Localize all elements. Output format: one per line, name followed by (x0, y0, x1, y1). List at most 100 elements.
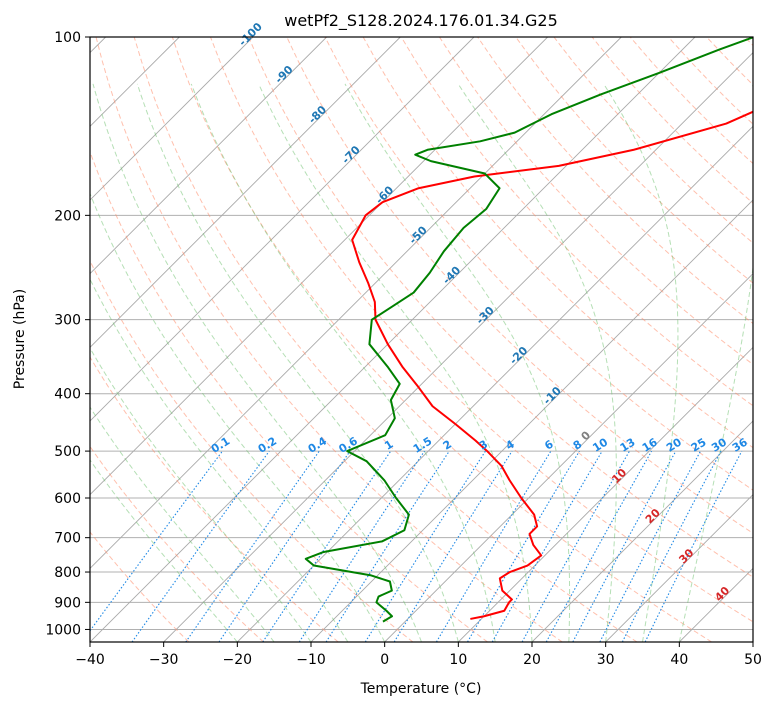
y-tick-label: 400 (54, 387, 81, 403)
isotherm-line (458, 346, 753, 642)
isotherm-label: -50 (407, 223, 430, 246)
mixing-ratio-line (521, 450, 630, 642)
moist-adiabat-line (457, 83, 617, 642)
mixing-ratio-line (218, 450, 351, 642)
isotherm-label: -80 (306, 103, 329, 126)
dry-adiabat-line (400, 37, 753, 407)
dry-adiabat-line (171, 37, 712, 642)
mixing-ratio-line (572, 450, 677, 642)
isotherm-line (90, 37, 401, 348)
x-tick-label: 20 (523, 652, 541, 668)
y-tick-label: 800 (54, 565, 81, 581)
y-axis-label: Pressure (hPa) (12, 289, 28, 389)
mixing-ratio-line (435, 450, 552, 642)
plot-area (90, 37, 753, 642)
isotherm-line (752, 641, 753, 642)
moist-adiabat-line (678, 83, 753, 642)
isotherm-label: -30 (474, 304, 497, 327)
isotherm-line (90, 37, 622, 569)
mixing-ratio-line (599, 450, 702, 642)
x-tick-label: −40 (75, 652, 105, 668)
isotherm-line (605, 494, 753, 642)
isotherm-label: -60 (373, 183, 396, 206)
y-tick-label: 1000 (45, 622, 81, 638)
isotherm-line (310, 199, 753, 642)
x-tick-label: 50 (744, 652, 762, 668)
mixing-ratio-label: 36 (730, 435, 750, 454)
isotherm-label: -40 (440, 263, 463, 286)
dry-adiabat-line (90, 356, 339, 642)
isotherm-label: 40 (712, 584, 732, 604)
mixing-ratio-label: 1.5 (411, 434, 434, 455)
isotherm-label: -20 (507, 344, 530, 367)
isotherm-line (679, 567, 753, 642)
mixing-ratio-label: 25 (689, 436, 709, 455)
x-tick-label: 40 (670, 652, 688, 668)
isotherm-line (90, 37, 254, 201)
mixing-ratio-line (131, 450, 270, 642)
isotherm-line (531, 420, 753, 642)
mixing-ratio-line (185, 450, 320, 642)
dry-adiabat-line (706, 37, 753, 86)
isotherm-label: -70 (339, 143, 362, 166)
x-tick-label: 0 (380, 652, 389, 668)
mixing-ratio-label: 2 (441, 438, 454, 453)
moist-adiabat-line (190, 83, 496, 642)
mixing-ratio-label: 8 (571, 438, 584, 453)
y-tick-label: 600 (54, 491, 81, 507)
mixing-ratio-label: 0.4 (306, 434, 330, 456)
dry-adiabat-line (90, 150, 488, 642)
dry-adiabat-line (439, 37, 753, 366)
y-tick-label: 700 (54, 531, 81, 547)
y-tick-label: 200 (54, 208, 81, 224)
mixing-ratio-line (467, 450, 580, 642)
isotherm-label: 10 (609, 466, 629, 486)
dry-adiabat-line (90, 531, 190, 642)
moist-adiabat-line (344, 83, 571, 642)
dry-adiabat-line (515, 37, 753, 284)
dry-adiabat-line (90, 259, 414, 642)
dry-adiabat-line (744, 37, 753, 47)
mixing-ratio-label: 0.6 (337, 434, 361, 456)
isotherm-label: 20 (643, 506, 663, 526)
y-tick-label: 300 (54, 313, 81, 329)
y-tick-label: 900 (54, 595, 81, 611)
chart-title: wetPf2_S128.2024.176.01.34.G25 (284, 11, 558, 31)
x-tick-label: −20 (223, 652, 253, 668)
x-tick-label: 30 (597, 652, 615, 668)
isotherm-line (90, 37, 327, 275)
temperature-trace (351, 110, 753, 620)
moist-adiabat-line (90, 278, 349, 642)
mixing-ratio-line (298, 450, 425, 642)
dry-adiabat-line (133, 37, 638, 642)
mixing-ratio-line (364, 450, 486, 642)
y-tick-label: 500 (54, 444, 81, 460)
moist-adiabat-line (90, 192, 386, 642)
mixing-ratio-label: 10 (590, 435, 610, 454)
moist-adiabat-line (92, 83, 422, 642)
isotherm-line (163, 52, 753, 642)
isotherm-line (90, 37, 696, 642)
x-tick-label: −30 (149, 652, 179, 668)
moist-adiabat-line (603, 83, 679, 642)
mixing-ratio-label: 16 (640, 435, 660, 454)
x-tick-label: 10 (449, 652, 467, 668)
mixing-ratio-line (644, 450, 743, 642)
moist-adiabat-line (90, 406, 275, 642)
moist-adiabat-line (258, 83, 533, 642)
moist-adiabat-line (90, 459, 238, 642)
mixing-ratio-line (325, 450, 450, 642)
dry-adiabat-line (248, 37, 753, 578)
dry-adiabat-line (210, 37, 753, 623)
mixing-ratio-line (621, 450, 722, 642)
isotherm-label: -10 (541, 384, 564, 407)
mixing-ratio-label: 20 (664, 435, 684, 454)
x-tick-label: −10 (296, 652, 326, 668)
line-labels: 0.1 0.2 0.4 0.6 1 1.5 2 3 4 6 8 10 13 16 20 25 30 36-100-… (209, 20, 750, 604)
isotherm-label: -90 (272, 63, 295, 86)
isotherm-label: -100 (236, 20, 265, 49)
isotherm-label: 30 (676, 546, 696, 566)
x-axis-label: Temperature (°C) (360, 681, 482, 697)
mixing-ratio-line (90, 450, 223, 632)
